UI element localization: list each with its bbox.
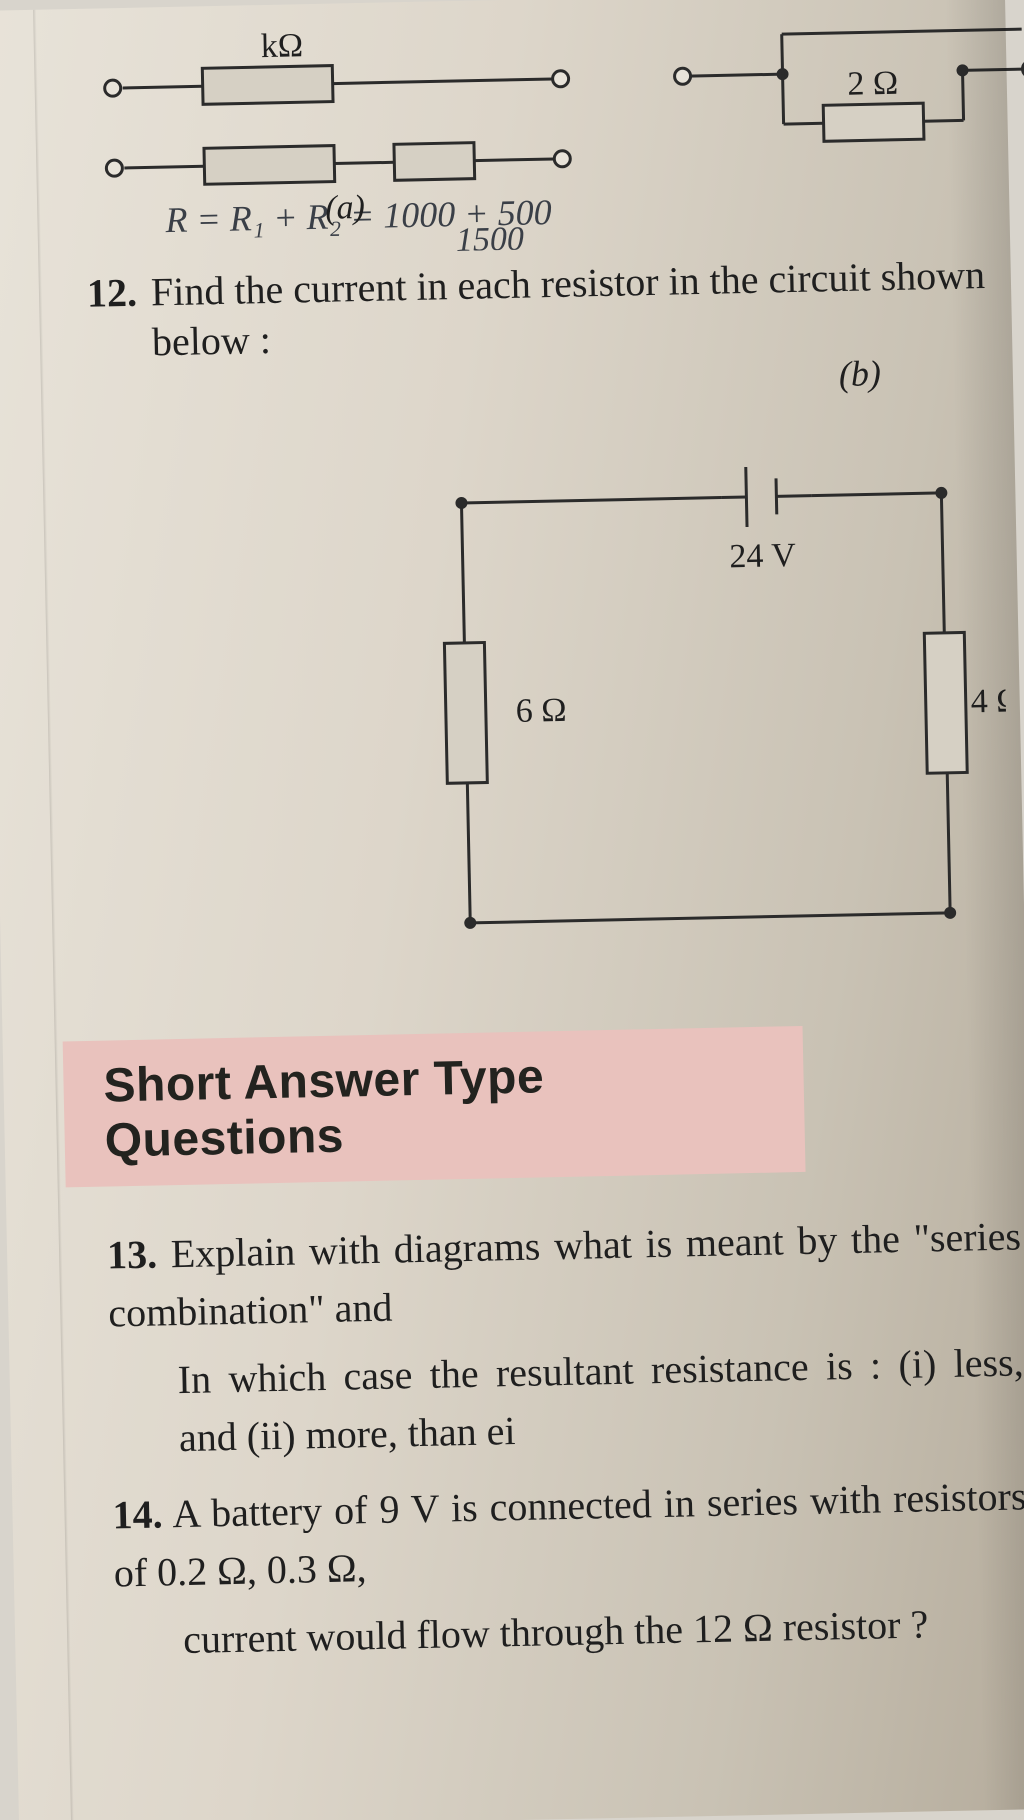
sublabel-b: (b) — [838, 349, 1013, 395]
resistor-icon — [444, 643, 487, 784]
resistor-icon — [924, 632, 967, 773]
terminal-open-icon — [554, 151, 570, 167]
resistor-icon — [202, 66, 333, 105]
sublabel-a: (a) — [325, 189, 365, 227]
question-number: 12. — [86, 268, 137, 319]
circuit-a-svg: kΩ 2 Ω — [81, 9, 1024, 259]
question-13: 13. Explain with diagrams what is meant … — [107, 1207, 1023, 1342]
question-number: 14. — [112, 1491, 163, 1537]
resistor-label: 2 Ω — [847, 65, 899, 103]
resistor-label: 4 Ω — [970, 682, 1011, 720]
handwritten-equation-2: 1500 — [456, 221, 525, 259]
page-scan: kΩ 2 Ω — [0, 0, 1024, 1820]
terminal-open-icon — [674, 68, 690, 84]
question-14-cont: current would flow through the 12 Ω resi… — [183, 1593, 1024, 1669]
voltage-label: 24 V — [729, 537, 797, 575]
question-text: A battery of 9 V is connected in series … — [113, 1473, 1024, 1595]
terminal-open-icon — [106, 160, 122, 176]
circuit-b: 24 V 6 Ω 4 Ω — [400, 432, 1011, 984]
resistor-icon — [823, 103, 924, 141]
resistor-icon — [204, 146, 335, 185]
question-12: 12. Find the current in each resistor in… — [86, 249, 1012, 368]
terminal-open-icon — [552, 71, 568, 87]
section-banner: Short Answer Type Questions — [63, 1026, 806, 1187]
resistor-label: kΩ — [260, 27, 303, 65]
question-13-cont: In which case the resultant resistance i… — [177, 1333, 1024, 1467]
circuit-a-partial: kΩ 2 Ω — [81, 9, 1010, 258]
question-text: Explain with diagrams what is meant by t… — [108, 1213, 1022, 1335]
circuit-b-svg: 24 V 6 Ω 4 Ω — [400, 432, 1011, 984]
resistor-icon — [394, 143, 475, 181]
resistor-label: 6 Ω — [515, 692, 567, 730]
gutter-shadow — [33, 10, 74, 1820]
question-14: 14. A battery of 9 V is connected in ser… — [112, 1467, 1024, 1602]
question-text: Find the current in each resistor in the… — [150, 249, 1012, 367]
terminal-open-icon — [105, 80, 121, 96]
question-number: 13. — [107, 1232, 158, 1278]
